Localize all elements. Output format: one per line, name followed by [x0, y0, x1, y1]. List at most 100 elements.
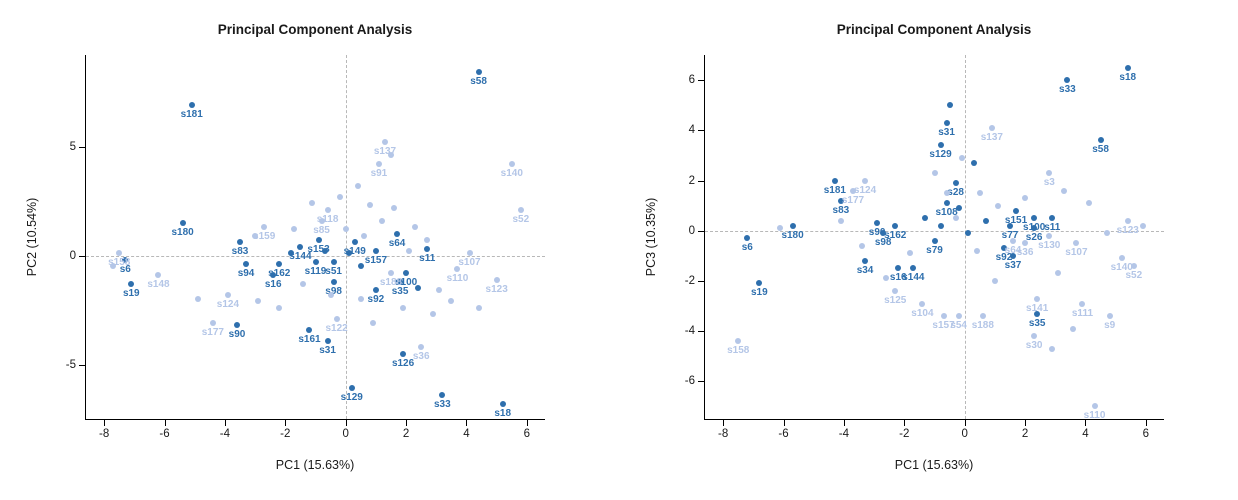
data-point [475, 69, 482, 76]
data-point [1013, 207, 1020, 214]
data-point [315, 237, 322, 244]
chart-title: Principal Component Analysis [836, 22, 1032, 37]
data-point [508, 160, 515, 167]
data-point [895, 265, 902, 272]
data-point [387, 152, 394, 159]
data-point-label: s31 [319, 344, 336, 356]
data-point-label: s137 [373, 146, 397, 158]
data-point-label: s31 [938, 126, 955, 138]
data-point [931, 237, 938, 244]
data-point [862, 177, 869, 184]
data-point [276, 261, 283, 268]
x-tick [224, 420, 226, 426]
data-point [424, 245, 431, 252]
data-point-label: s11 [419, 252, 436, 264]
data-point [400, 304, 407, 311]
data-point [128, 280, 135, 287]
x-tick-label: -8 [98, 428, 110, 440]
data-point-label: s159 [253, 231, 276, 243]
data-point [517, 206, 524, 213]
data-point [424, 237, 431, 244]
data-point [372, 287, 379, 294]
data-point-label: s100 [394, 276, 418, 288]
data-point [837, 217, 844, 224]
data-point [1034, 295, 1041, 302]
data-point [336, 193, 343, 200]
data-point [1046, 232, 1053, 239]
data-point [979, 313, 986, 320]
data-point-label: s64 [1004, 244, 1022, 256]
data-point-label: s151 [1004, 214, 1028, 226]
x-tick-label: -4 [838, 428, 850, 440]
data-point [110, 263, 117, 270]
data-point [1070, 325, 1077, 332]
y-tick-label: 0 [69, 249, 76, 262]
data-point [910, 265, 917, 272]
data-point [372, 248, 379, 255]
x-tick [164, 420, 166, 426]
data-point [330, 278, 337, 285]
data-point [261, 224, 268, 231]
data-point-label: s181 [823, 184, 846, 196]
data-point [448, 298, 455, 305]
data-point-label: s58 [470, 76, 487, 88]
y-axis-label: PC2 (10.54%) [25, 197, 39, 277]
data-point [883, 275, 890, 282]
data-point [1000, 245, 1007, 252]
data-point-label: s3 [1043, 176, 1055, 188]
data-point [1055, 270, 1062, 277]
data-point [233, 322, 240, 329]
data-point-label: s162 [268, 268, 291, 280]
data-point [357, 263, 364, 270]
data-point-label: s6 [741, 242, 753, 254]
data-point [1079, 300, 1086, 307]
data-point [252, 232, 259, 239]
data-point [919, 300, 926, 307]
data-point-label: s161 [298, 333, 321, 345]
x-tick-label: 6 [1142, 428, 1150, 440]
data-point [387, 269, 394, 276]
data-point [943, 200, 950, 207]
data-point [1073, 240, 1080, 247]
data-point-label: s83 [231, 246, 249, 258]
x-tick-label: 0 [342, 428, 349, 440]
data-point-label: s37 [1004, 259, 1022, 271]
data-point [375, 160, 382, 167]
data-point [1097, 137, 1104, 144]
data-point-label: s158 [108, 257, 131, 269]
data-point-label: s129 [929, 149, 952, 161]
y-tick [698, 180, 704, 182]
data-point [973, 247, 980, 254]
data-point [970, 159, 977, 166]
data-point [297, 243, 304, 250]
data-point-label: s157 [364, 255, 388, 267]
data-point [400, 350, 407, 357]
plot-area: -8 -6 -4 -2 0 2 4 6 -5 0 5 s181 s58 s180 s83 s94 s6 s19 s9… [66, 55, 545, 440]
data-point-label: s188 [379, 276, 403, 288]
data-point-label: s85 [313, 224, 330, 236]
data-point-label: s144 [289, 250, 312, 262]
data-point-label: s162 [884, 229, 907, 241]
data-point-label: s35 [1028, 317, 1046, 329]
data-point [366, 202, 373, 209]
data-point-label: s108 [935, 207, 958, 219]
data-point [276, 304, 283, 311]
data-point [179, 219, 186, 226]
data-point [1064, 77, 1071, 84]
data-point [309, 200, 316, 207]
data-point [188, 102, 195, 109]
data-point [454, 265, 461, 272]
zero-line-vertical [964, 55, 966, 419]
x-tick [723, 420, 725, 426]
data-point-label: s26 [1025, 232, 1043, 244]
data-point-label: s33 [433, 399, 451, 411]
data-point [991, 277, 998, 284]
x-tick [904, 420, 906, 426]
x-tick-label: -6 [778, 428, 789, 440]
data-point [955, 205, 962, 212]
data-point-label: s153 [307, 244, 330, 256]
data-point-label: s137 [980, 131, 1003, 143]
x-tick [1085, 420, 1087, 426]
data-point [907, 250, 914, 257]
data-point [122, 256, 129, 263]
